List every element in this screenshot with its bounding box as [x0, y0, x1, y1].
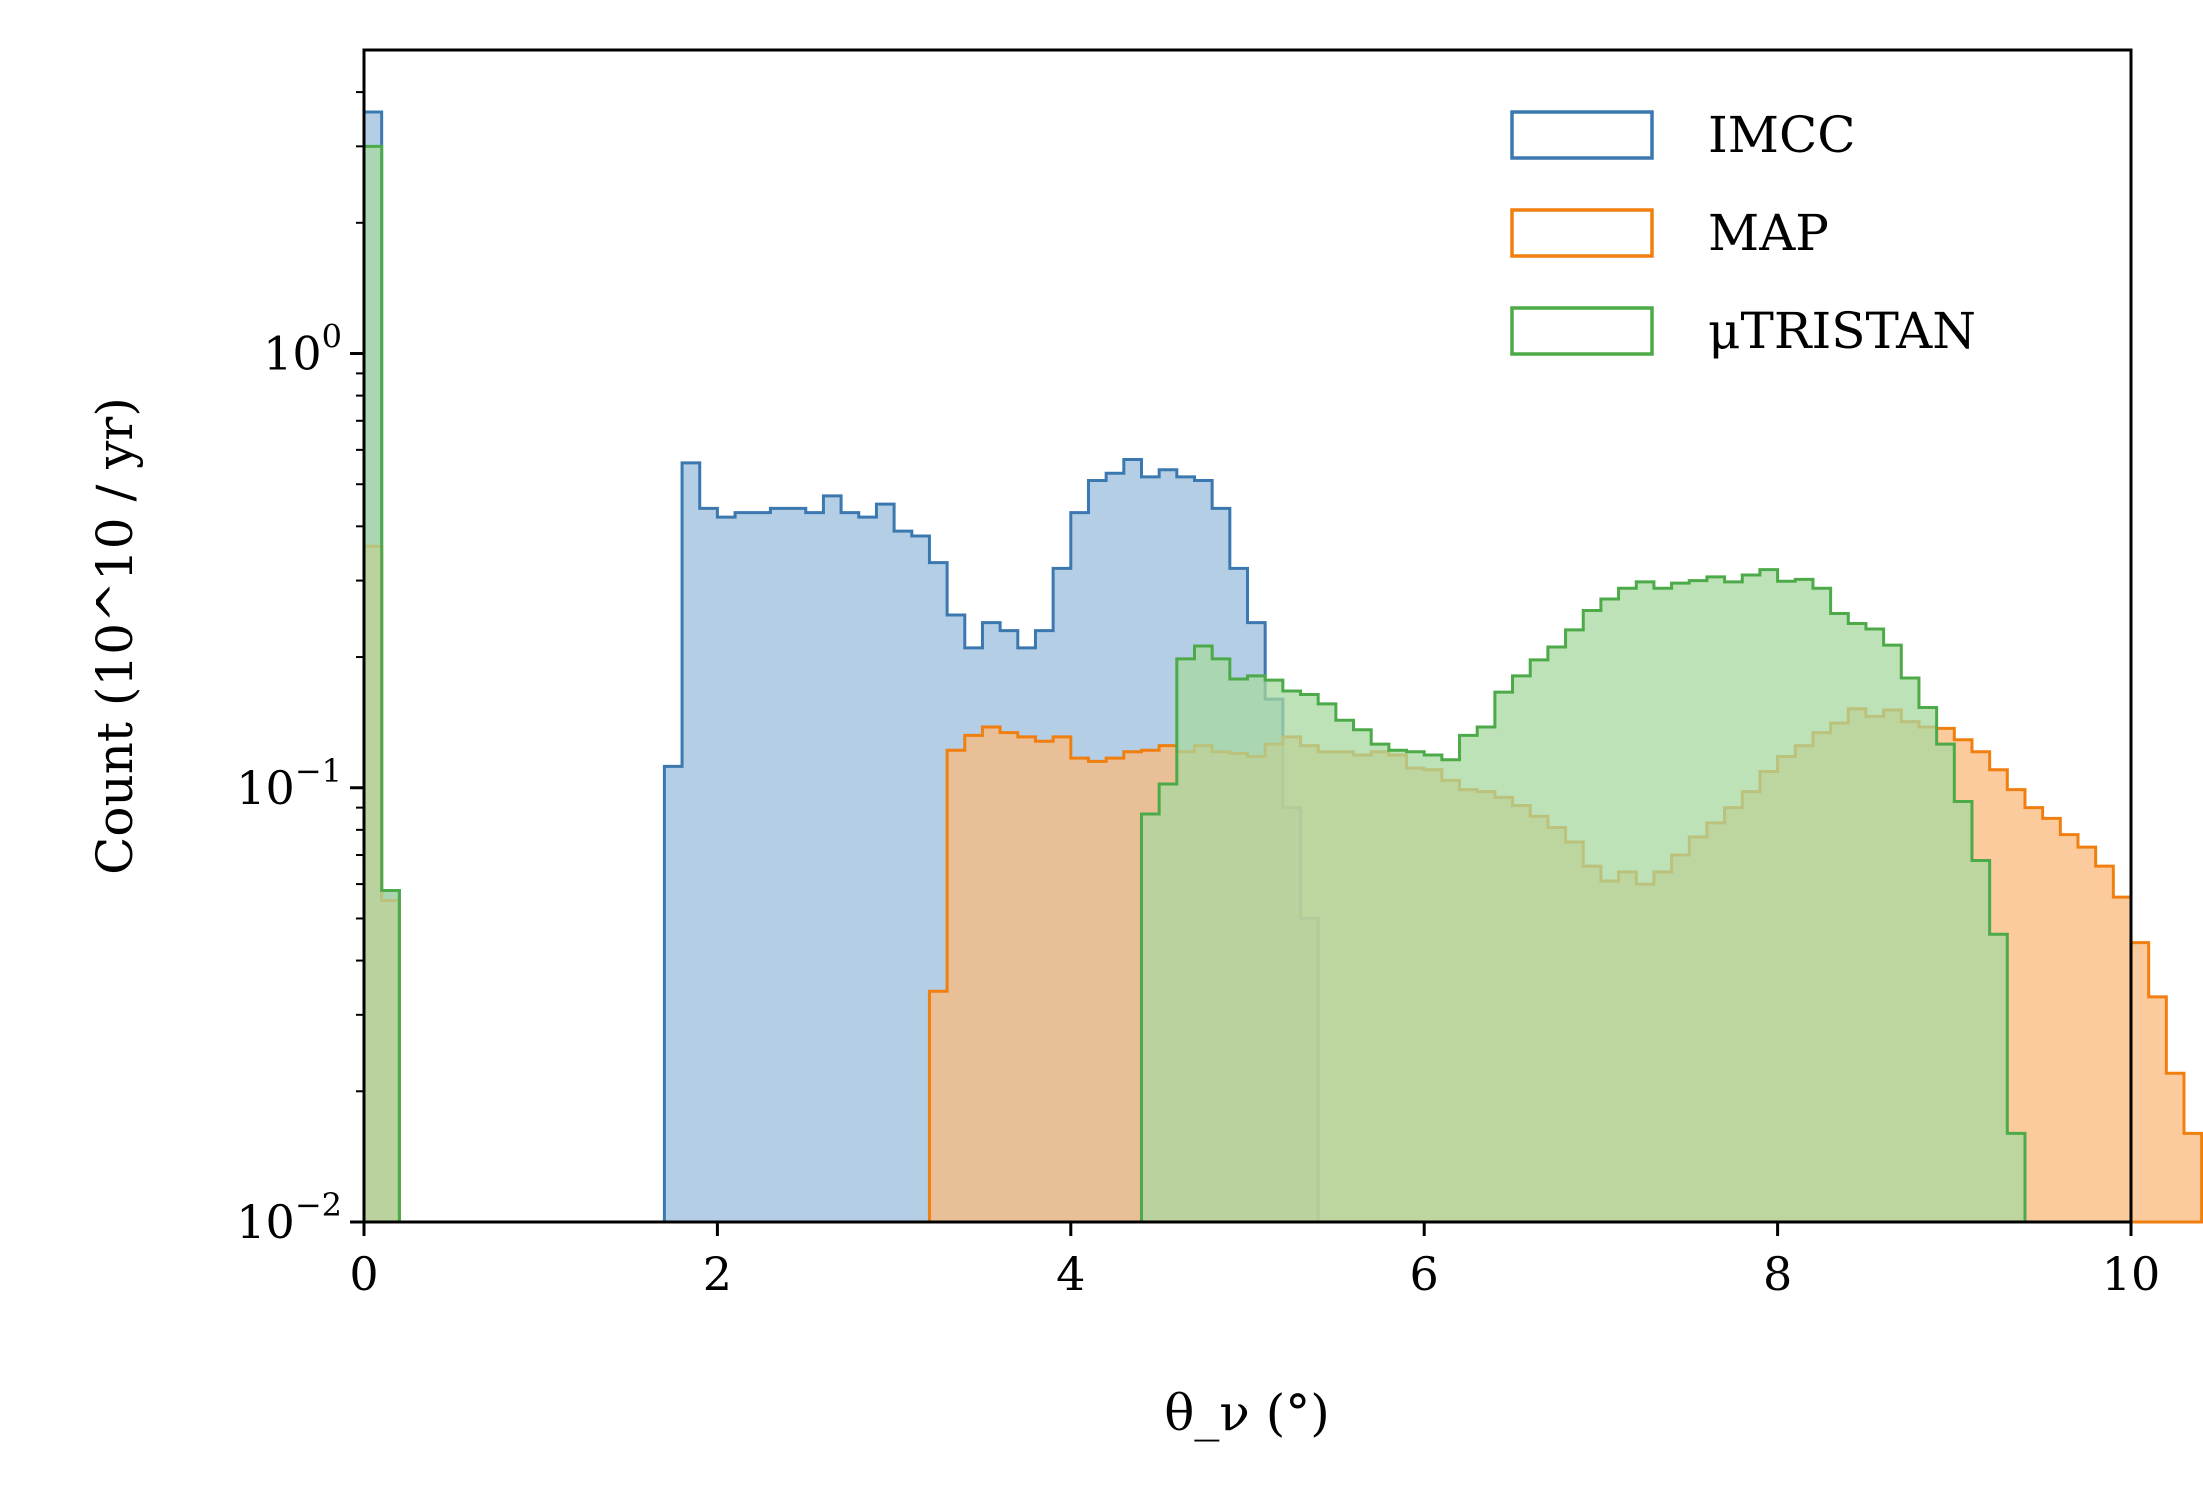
x-tick-label: 10 — [2102, 1247, 2161, 1301]
histogram-area-μtristan-1 — [1139, 568, 2027, 1224]
legend: IMCC MAP μTRISTAN — [1510, 106, 1976, 360]
histogram-bars — [362, 110, 2203, 1224]
x-tick-label: 8 — [1763, 1247, 1792, 1301]
x-tick-label: 6 — [1410, 1247, 1439, 1301]
legend-label: MAP — [1708, 204, 1829, 262]
series-μtristan — [362, 144, 2027, 1224]
x-tick-label: 4 — [1056, 1247, 1085, 1301]
x-tick-label: 2 — [703, 1247, 732, 1301]
y-tick-label: 100 — [263, 318, 342, 381]
y-tick-label: 10−1 — [236, 752, 342, 815]
legend-swatch-μtristan — [1510, 306, 1654, 356]
x-tick-label: 0 — [349, 1247, 378, 1301]
legend-label: μTRISTAN — [1708, 302, 1976, 360]
x-axis: 0 2 4 6 8 10 — [349, 1222, 2160, 1301]
plot-frame — [362, 48, 2133, 1224]
legend-label: IMCC — [1708, 106, 1855, 164]
y-axis-label: Count (10^10 / yr) — [86, 397, 144, 875]
histogram-area-μtristan-0 — [362, 144, 401, 1224]
y-axis: 100 10−1 10−2 — [236, 91, 364, 1249]
y-tick-label: 10−2 — [236, 1186, 342, 1249]
x-axis-label: θ_ν (°) — [1164, 1384, 1329, 1442]
legend-swatch-imcc — [1510, 110, 1654, 160]
legend-swatch-map — [1510, 208, 1654, 258]
